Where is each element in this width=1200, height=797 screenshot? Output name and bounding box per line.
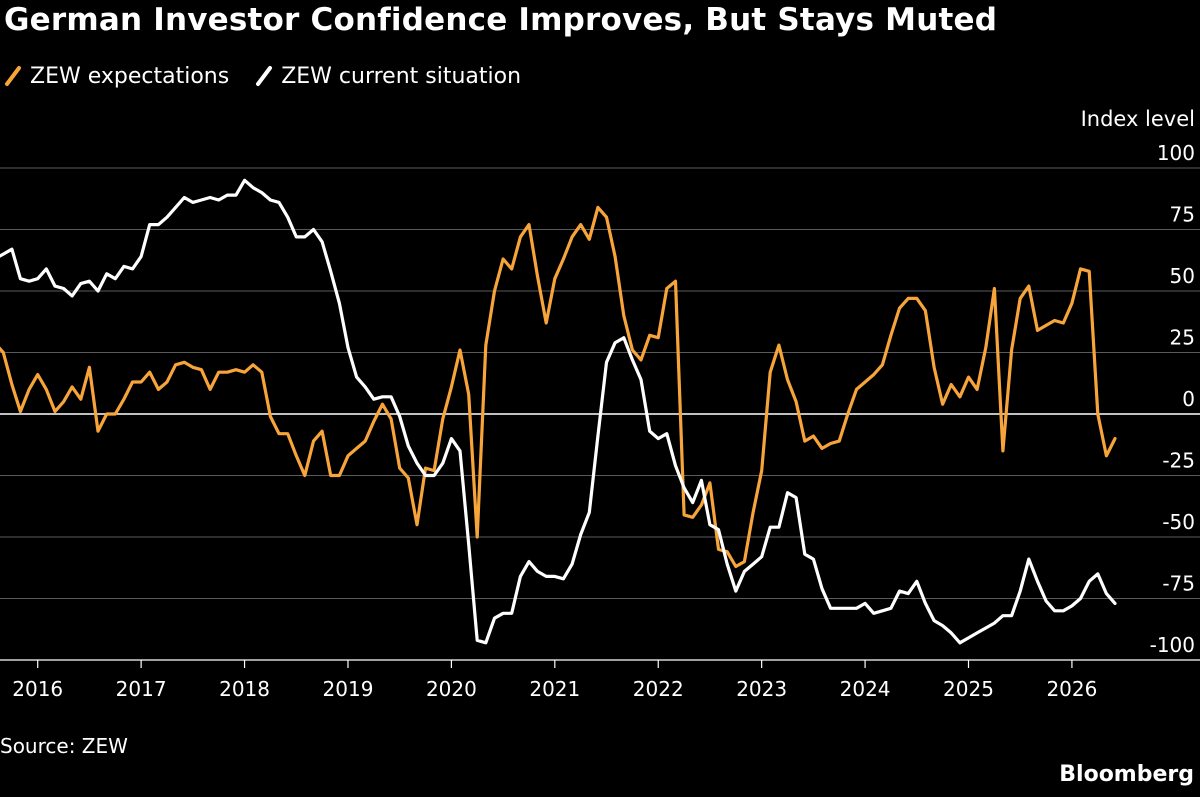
x-tick-label: 2022 bbox=[633, 677, 684, 701]
x-tick-label: 2025 bbox=[943, 677, 994, 701]
y-tick-label: -75 bbox=[1162, 572, 1195, 596]
chart-title: German Investor Confidence Improves, But… bbox=[4, 2, 998, 38]
x-tick-label: 2020 bbox=[426, 677, 477, 701]
x-tick-label: 2017 bbox=[116, 677, 167, 701]
legend-label-expectations: ZEW expectations bbox=[30, 63, 230, 89]
legend-label-current: ZEW current situation bbox=[281, 63, 522, 89]
bloomberg-logo: Bloomberg bbox=[1059, 762, 1194, 787]
series-line-expectations bbox=[0, 205, 1117, 569]
x-tick-label: 2026 bbox=[1046, 677, 1097, 701]
legend-swatch-current bbox=[256, 66, 273, 86]
y-tick-label: 50 bbox=[1170, 264, 1195, 288]
series-line-current bbox=[0, 178, 1117, 645]
x-tick-label: 2018 bbox=[219, 677, 270, 701]
gridlines bbox=[0, 167, 1200, 661]
x-tick-label: 2021 bbox=[529, 677, 580, 701]
legend-swatch-expectations bbox=[5, 66, 21, 86]
y-tick-label: -100 bbox=[1150, 633, 1195, 657]
x-tick-label: 2016 bbox=[12, 677, 63, 701]
x-tick-label: 2024 bbox=[840, 677, 891, 701]
y-tick-label: 0 bbox=[1182, 387, 1195, 411]
y-axis-label: Index level bbox=[1081, 107, 1195, 131]
x-tick-label: 2019 bbox=[323, 677, 374, 701]
legend-item-current: ZEW current situation bbox=[255, 64, 521, 89]
y-tick-label: -50 bbox=[1162, 510, 1195, 534]
source-note: Source: ZEW bbox=[0, 734, 128, 758]
x-tick-label: 2023 bbox=[736, 677, 787, 701]
y-tick-label: 75 bbox=[1170, 203, 1195, 227]
y-tick-label: 25 bbox=[1170, 326, 1195, 350]
legend-item-expectations: ZEW expectations bbox=[4, 64, 229, 89]
axes: 100 75 50 25 0 -25 -50 -75 -100 Index level 2016 20… bbox=[0, 107, 1200, 701]
y-tick-label: -25 bbox=[1162, 449, 1195, 473]
legend: ZEW expectations ZEW current situation bbox=[4, 62, 547, 90]
y-tick-label: 100 bbox=[1157, 141, 1195, 165]
series-lines bbox=[0, 178, 1117, 645]
